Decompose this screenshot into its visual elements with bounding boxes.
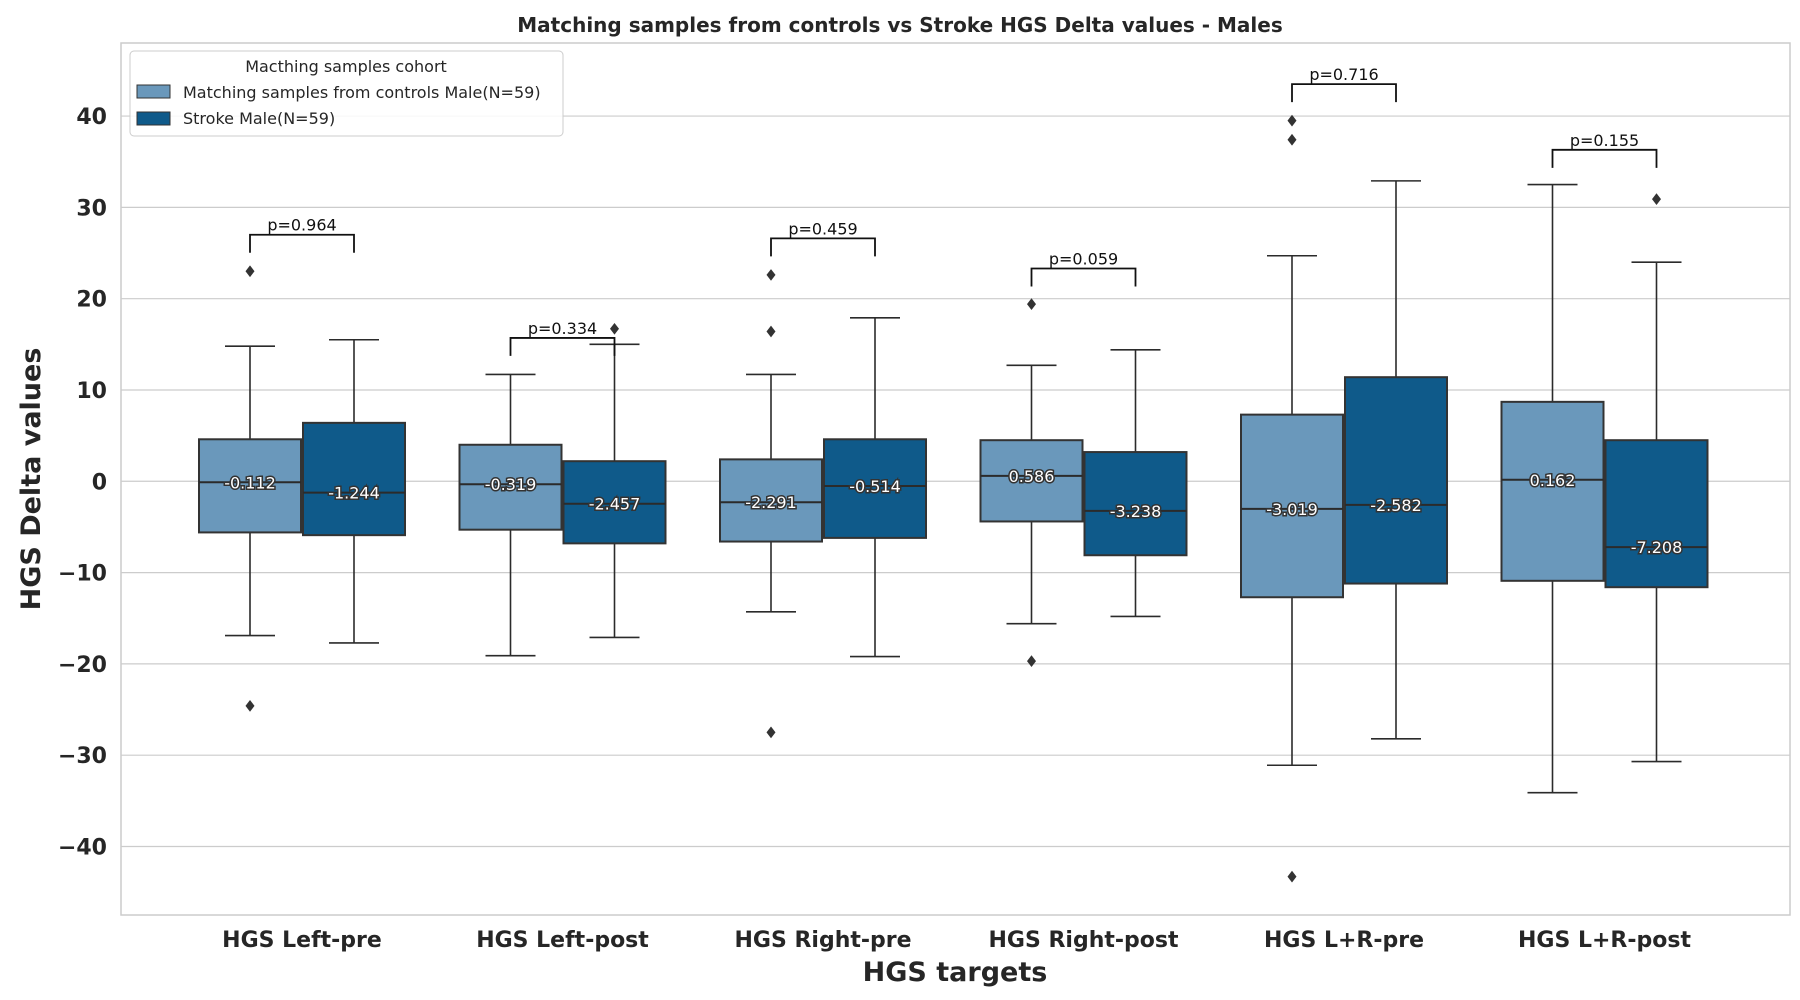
bracket-line xyxy=(1291,83,1397,103)
x-tick-label: HGS Left-pre xyxy=(222,928,382,953)
box-group: -2.457 xyxy=(562,322,667,639)
box xyxy=(1604,439,1709,589)
box-group: -2.291 xyxy=(719,269,823,739)
bracket-line xyxy=(1030,267,1137,287)
box xyxy=(1083,451,1188,557)
median-label: 0.586 xyxy=(1009,467,1055,486)
y-tick-label: 30 xyxy=(76,196,107,221)
median-label: -0.112 xyxy=(224,473,276,492)
box xyxy=(302,421,406,537)
p-value-label: p=0.059 xyxy=(1049,250,1118,269)
box-group: -0.319 xyxy=(458,373,563,657)
box xyxy=(1500,400,1605,582)
box-group: 0.586 xyxy=(979,298,1084,668)
y-axis-ticks: 40 30 20 10 0 −10 −20 −30 −40 xyxy=(58,105,107,860)
outlier-point xyxy=(1652,193,1661,205)
p-value-bracket: p=0.459 xyxy=(770,219,876,257)
box xyxy=(562,460,667,545)
bracket-line xyxy=(1551,148,1658,168)
box-group: -3.019 xyxy=(1240,114,1344,883)
y-tick-label: −20 xyxy=(58,653,107,678)
x-tick-label: HGS L+R-post xyxy=(1518,928,1691,953)
outlier-point xyxy=(766,726,776,739)
outlier-point xyxy=(1287,133,1297,146)
y-tick-label: 10 xyxy=(76,379,107,404)
outlier-point xyxy=(766,269,776,281)
p-value-label: p=0.964 xyxy=(267,216,336,235)
p-value-label: p=0.334 xyxy=(528,319,597,338)
outlier-point xyxy=(610,322,619,335)
p-value-label: p=0.459 xyxy=(788,219,857,238)
median-label: -2.582 xyxy=(1370,496,1422,515)
box xyxy=(1344,376,1448,585)
outlier-point xyxy=(1027,298,1036,310)
legend: Macthing samples cohort Matching samples… xyxy=(129,50,564,137)
x-tick-label: HGS L+R-pre xyxy=(1264,928,1424,953)
p-value-label: p=0.716 xyxy=(1309,65,1378,84)
legend-label-stroke: Stroke Male(N=59) xyxy=(183,109,335,128)
x-axis-ticks: HGS Left-pre HGS Left-post HGS Right-pre HG… xyxy=(222,928,1691,953)
y-tick-label: 0 xyxy=(92,470,107,495)
p-value-bracket: p=0.155 xyxy=(1551,131,1658,168)
median-label: -2.457 xyxy=(589,495,641,514)
box xyxy=(1240,413,1344,599)
box-group: -1.244 xyxy=(302,338,406,644)
legend-swatch-stroke xyxy=(136,111,171,126)
x-axis-label: HGS targets xyxy=(863,957,1048,988)
y-tick-label: −10 xyxy=(58,562,107,587)
y-tick-label: 40 xyxy=(76,105,107,130)
box-group: -0.514 xyxy=(823,317,927,658)
box xyxy=(823,438,927,539)
box xyxy=(458,443,563,531)
legend-title: Macthing samples cohort xyxy=(245,57,447,76)
bracket-line xyxy=(509,337,616,356)
outlier-point xyxy=(245,700,255,712)
box xyxy=(198,438,302,534)
median-label: -3.019 xyxy=(1266,500,1318,519)
bracket-line xyxy=(249,233,355,253)
outlier-point xyxy=(245,265,255,278)
p-value-bracket: p=0.059 xyxy=(1030,250,1137,287)
x-tick-label: HGS Right-post xyxy=(989,928,1179,953)
median-label: -0.319 xyxy=(485,475,537,494)
p-value-label: p=0.155 xyxy=(1570,131,1639,150)
median-label: -7.208 xyxy=(1631,538,1683,557)
p-value-annotations: p=0.964 p=0.334 p=0.459 p=0.059 p=0.716 p=0.1… xyxy=(249,65,1658,356)
box-group: -0.112 xyxy=(198,265,302,712)
box-series: -0.112 -0.319 -2.291 0.586 -3.019 0.162 -1.244… xyxy=(198,114,1709,883)
bracket-line xyxy=(770,237,876,257)
outlier-point xyxy=(1287,870,1297,883)
box-group: -3.238 xyxy=(1083,348,1188,618)
y-axis-label: HGS Delta values xyxy=(16,348,47,611)
box xyxy=(719,458,823,543)
p-value-bracket: p=0.964 xyxy=(249,216,355,253)
median-label: -0.514 xyxy=(849,477,901,496)
median-label: -1.244 xyxy=(328,484,380,503)
median-label: -3.238 xyxy=(1110,502,1162,521)
legend-label-controls: Matching samples from controls Male(N=59… xyxy=(183,83,541,102)
box-group: -7.208 xyxy=(1604,193,1709,763)
p-value-bracket: p=0.716 xyxy=(1291,65,1397,103)
median-label: 0.162 xyxy=(1530,471,1576,490)
outlier-point xyxy=(1287,114,1297,127)
y-tick-label: 20 xyxy=(76,288,107,313)
box-group: -2.582 xyxy=(1344,180,1448,740)
box-group: 0.162 xyxy=(1500,183,1605,794)
x-tick-label: HGS Right-pre xyxy=(734,928,911,953)
y-tick-label: −30 xyxy=(58,744,107,769)
legend-swatch-controls xyxy=(136,84,171,99)
legend-frame xyxy=(129,50,564,137)
median-label: -2.291 xyxy=(745,493,797,512)
outlier-point xyxy=(1027,655,1036,668)
chart-title: Matching samples from controls vs Stroke… xyxy=(517,13,1282,37)
y-tick-label: −40 xyxy=(58,836,107,861)
x-tick-label: HGS Left-post xyxy=(476,928,649,953)
box xyxy=(979,439,1084,523)
p-value-bracket: p=0.334 xyxy=(509,319,616,356)
outlier-point xyxy=(766,325,776,338)
